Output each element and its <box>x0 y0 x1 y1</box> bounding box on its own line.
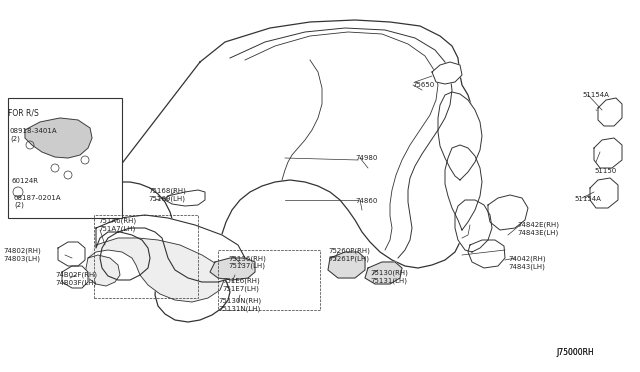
Text: J75000RH: J75000RH <box>556 348 594 357</box>
Text: 51154A: 51154A <box>574 196 601 202</box>
Polygon shape <box>432 62 462 84</box>
Polygon shape <box>445 145 482 230</box>
Text: 60124R: 60124R <box>12 178 39 184</box>
Polygon shape <box>598 98 622 126</box>
Polygon shape <box>488 195 528 230</box>
Bar <box>218 250 320 310</box>
Polygon shape <box>468 240 505 268</box>
Text: 75650: 75650 <box>412 82 435 88</box>
Text: 74980: 74980 <box>355 155 378 161</box>
Text: 75130N(RH)
75131N(LH): 75130N(RH) 75131N(LH) <box>218 298 261 312</box>
Polygon shape <box>100 20 474 322</box>
Polygon shape <box>594 138 622 168</box>
Text: 75260P(RH)
75261P(LH): 75260P(RH) 75261P(LH) <box>328 248 370 262</box>
Polygon shape <box>58 242 85 266</box>
Bar <box>8 98 122 218</box>
Text: 74860: 74860 <box>355 198 378 204</box>
Text: J75000RH: J75000RH <box>556 348 594 357</box>
Text: 74B02F(RH)
74B03F(LH): 74B02F(RH) 74B03F(LH) <box>55 272 97 286</box>
Text: 751A6(RH)
751A7(LH): 751A6(RH) 751A7(LH) <box>98 218 136 232</box>
Polygon shape <box>590 178 618 208</box>
Polygon shape <box>165 190 205 206</box>
Text: 74802(RH)
74803(LH): 74802(RH) 74803(LH) <box>3 248 41 262</box>
Text: 75130(RH)
75131(LH): 75130(RH) 75131(LH) <box>370 270 408 284</box>
Polygon shape <box>328 252 365 278</box>
Polygon shape <box>96 215 245 282</box>
Text: 751E6(RH)
751E7(LH): 751E6(RH) 751E7(LH) <box>222 278 260 292</box>
Text: FOR R/S: FOR R/S <box>8 108 39 117</box>
Polygon shape <box>365 262 402 284</box>
Text: 75136(RH)
75137(LH): 75136(RH) 75137(LH) <box>228 255 266 269</box>
Polygon shape <box>455 200 492 252</box>
Polygon shape <box>25 118 92 158</box>
Polygon shape <box>62 266 88 288</box>
Text: 74842E(RH)
74843E(LH): 74842E(RH) 74843E(LH) <box>517 222 559 236</box>
Text: 08918-3401A
(2): 08918-3401A (2) <box>10 128 58 141</box>
Bar <box>94 215 198 298</box>
Text: 51154A: 51154A <box>582 92 609 98</box>
Text: 51150: 51150 <box>594 168 616 174</box>
Polygon shape <box>210 258 255 280</box>
Text: 08187-0201A
(2): 08187-0201A (2) <box>14 195 61 208</box>
Text: 75168(RH)
75169(LH): 75168(RH) 75169(LH) <box>148 188 186 202</box>
Polygon shape <box>86 238 225 302</box>
Polygon shape <box>438 92 482 180</box>
Text: 74042(RH)
74843(LH): 74042(RH) 74843(LH) <box>508 256 546 270</box>
